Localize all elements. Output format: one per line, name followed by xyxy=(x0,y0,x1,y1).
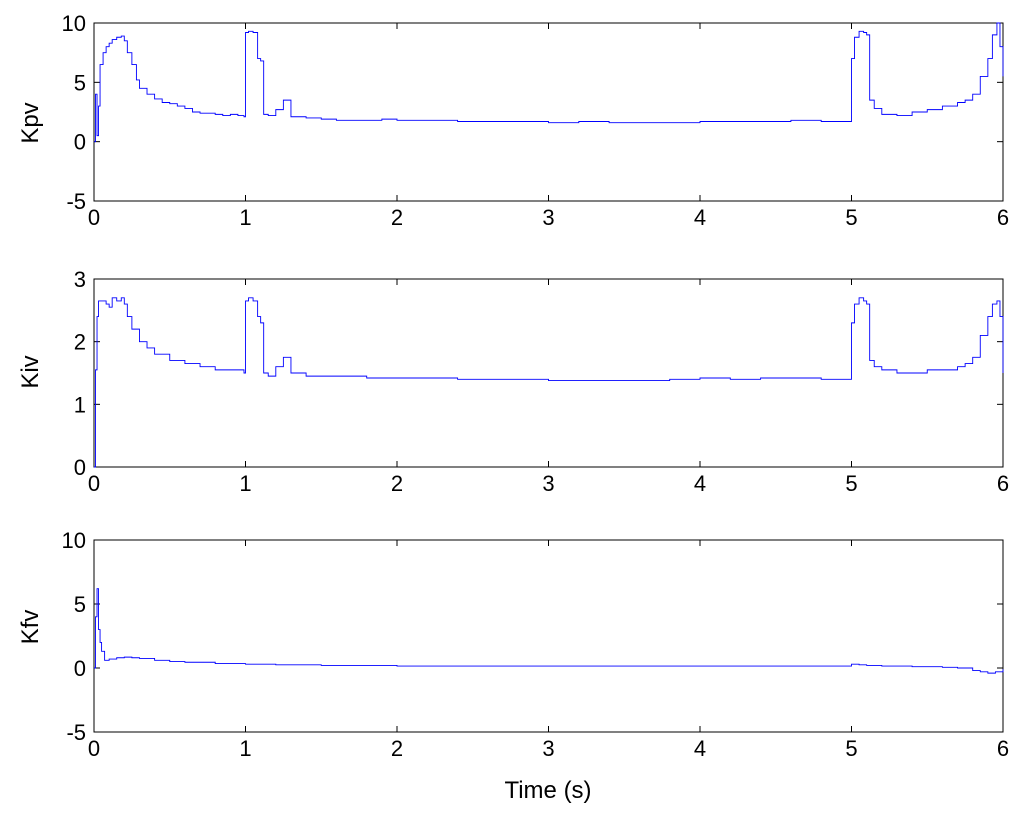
series-line-kfv xyxy=(94,588,1004,674)
x-tick-label: 0 xyxy=(88,205,100,230)
x-tick-label: 2 xyxy=(391,471,403,496)
x-tick-label: 4 xyxy=(694,471,706,496)
x-tick-label: 6 xyxy=(997,205,1009,230)
series-line-kpv xyxy=(94,22,1004,143)
x-tick-label: 3 xyxy=(542,471,554,496)
x-tick-label: 1 xyxy=(239,471,251,496)
y-tick-label: 5 xyxy=(74,592,86,617)
y-tick-label: 0 xyxy=(74,455,86,480)
axes-frame xyxy=(93,278,1004,468)
ylabel-kiv: Kiv xyxy=(17,355,44,388)
x-tick-label: 2 xyxy=(391,736,403,761)
y-tick-label: 10 xyxy=(62,528,86,553)
x-tick-label: 5 xyxy=(845,736,857,761)
y-tick-label: -5 xyxy=(66,720,86,745)
y-tick-label: 0 xyxy=(74,656,86,681)
x-tick-label: 2 xyxy=(391,205,403,230)
x-tick-label: 3 xyxy=(542,736,554,761)
x-tick-label: 1 xyxy=(239,736,251,761)
y-tick-label: 0 xyxy=(74,130,86,155)
y-tick-label: -5 xyxy=(66,189,86,214)
x-tick-label: 0 xyxy=(88,736,100,761)
x-tick-label: 5 xyxy=(845,471,857,496)
x-tick-label: 3 xyxy=(542,205,554,230)
ylabel-kfv: Kfv xyxy=(17,610,44,645)
x-tick-label: 5 xyxy=(845,205,857,230)
y-tick-label: 3 xyxy=(74,267,86,292)
axes-frame xyxy=(93,539,1004,733)
y-tick-label: 2 xyxy=(74,330,86,355)
x-tick-label: 4 xyxy=(694,205,706,230)
x-tick-label: 1 xyxy=(239,205,251,230)
x-tick-label: 0 xyxy=(88,471,100,496)
subplot-kiv: Kiv 0 1 2 3 4 5 6 0 1 2 3 xyxy=(17,267,1009,496)
y-tick-label: 1 xyxy=(74,392,86,417)
y-tick-label: 10 xyxy=(62,11,86,36)
x-tick-label: 6 xyxy=(997,736,1009,761)
x-tick-label: 6 xyxy=(997,471,1009,496)
ylabel-kpv: Kpv xyxy=(17,102,44,143)
y-tick-label: 5 xyxy=(74,70,86,95)
xlabel-time: Time (s) xyxy=(504,777,591,804)
axes-frame xyxy=(93,22,1004,202)
x-tick-label: 4 xyxy=(694,736,706,761)
series-line-kiv xyxy=(94,297,1004,468)
